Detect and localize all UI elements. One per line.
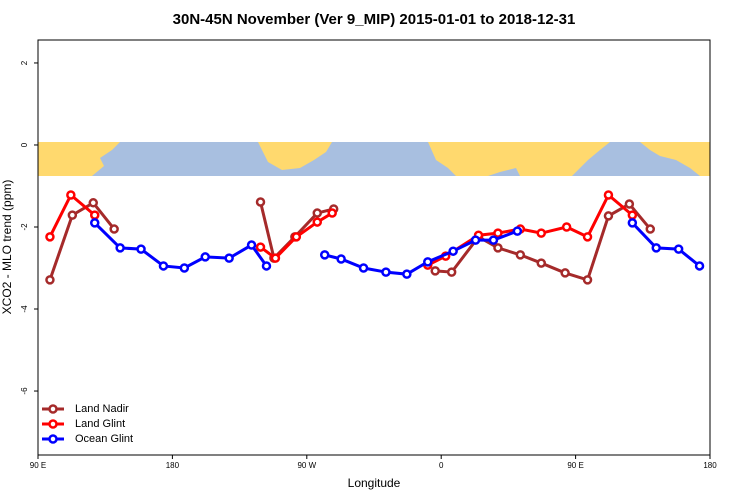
- y-tick-label: 2: [20, 60, 29, 65]
- data-point: [515, 250, 526, 260]
- y-tick-label: -6: [20, 387, 29, 395]
- data-point: [358, 263, 369, 273]
- data-point: [381, 267, 391, 277]
- x-axis-label: Longitude: [348, 476, 401, 490]
- data-point: [582, 232, 593, 242]
- y-tick-label: -4: [20, 305, 29, 313]
- x-tick-label: 90 W: [297, 461, 316, 470]
- x-tick-label: 90 E: [567, 461, 583, 470]
- data-point: [627, 210, 638, 220]
- data-point: [45, 275, 55, 285]
- data-point: [493, 228, 503, 238]
- data-point: [694, 261, 705, 271]
- y-axis-label: XCO2 - MLO trend (ppm): [0, 180, 14, 315]
- data-point: [582, 275, 593, 285]
- data-point: [255, 197, 266, 207]
- data-point: [67, 210, 78, 220]
- data-point: [319, 250, 330, 260]
- data-point: [603, 190, 614, 200]
- data-point: [136, 244, 146, 254]
- data-point: [115, 243, 125, 253]
- x-tick-label: 0: [439, 461, 444, 470]
- data-point: [336, 254, 346, 264]
- data-point: [270, 253, 281, 263]
- data-point: [312, 208, 323, 218]
- data-point: [224, 253, 234, 263]
- series-line: [48, 200, 652, 282]
- data-point: [179, 263, 190, 273]
- data-point: [645, 224, 656, 234]
- data-point: [470, 235, 481, 245]
- data-point: [493, 243, 503, 253]
- plot-frame: [37, 39, 711, 456]
- data-point: [200, 252, 211, 262]
- data-point: [89, 218, 100, 228]
- data-point: [536, 258, 547, 268]
- data-point: [448, 246, 458, 256]
- data-point: [89, 210, 100, 220]
- data-point: [261, 261, 272, 271]
- x-tick-label: 90 E: [30, 461, 46, 470]
- data-point: [673, 244, 684, 254]
- data-point: [488, 235, 499, 245]
- data-point: [560, 268, 570, 278]
- data-point: [624, 199, 635, 209]
- data-point: [88, 198, 99, 208]
- x-tick-label: 180: [703, 461, 717, 470]
- data-point: [246, 240, 257, 250]
- data-point: [512, 226, 523, 236]
- data-point: [423, 257, 433, 267]
- data-point: [536, 228, 547, 238]
- data-point: [603, 211, 614, 221]
- data-point: [66, 190, 76, 200]
- data-point: [627, 218, 638, 228]
- data-point: [446, 267, 457, 277]
- chart-title: 30N-45N November (Ver 9_MIP) 2015-01-01 …: [173, 11, 576, 28]
- data-point: [430, 266, 440, 276]
- legend-label: Land Nadir: [75, 403, 129, 415]
- data-point: [291, 232, 302, 242]
- legend-marker: [48, 404, 58, 414]
- data-point: [109, 224, 119, 234]
- map-strip: [38, 142, 710, 176]
- data-point: [312, 217, 323, 227]
- y-tick-label: -2: [20, 223, 29, 231]
- data-point: [158, 261, 169, 271]
- legend-marker: [48, 434, 58, 444]
- y-tick-label: 0: [20, 142, 29, 147]
- data-point: [255, 242, 266, 252]
- data-point: [402, 269, 412, 279]
- data-point: [651, 243, 661, 253]
- data-point: [561, 222, 572, 232]
- legend-label: Land Glint: [75, 418, 125, 430]
- legend-label: Ocean Glint: [75, 433, 133, 445]
- data-point: [327, 208, 337, 218]
- legend: Land Nadir Land Glint Ocean Glint: [42, 403, 133, 445]
- legend-marker: [48, 419, 58, 429]
- x-tick-label: 180: [166, 461, 180, 470]
- data-point: [45, 232, 55, 242]
